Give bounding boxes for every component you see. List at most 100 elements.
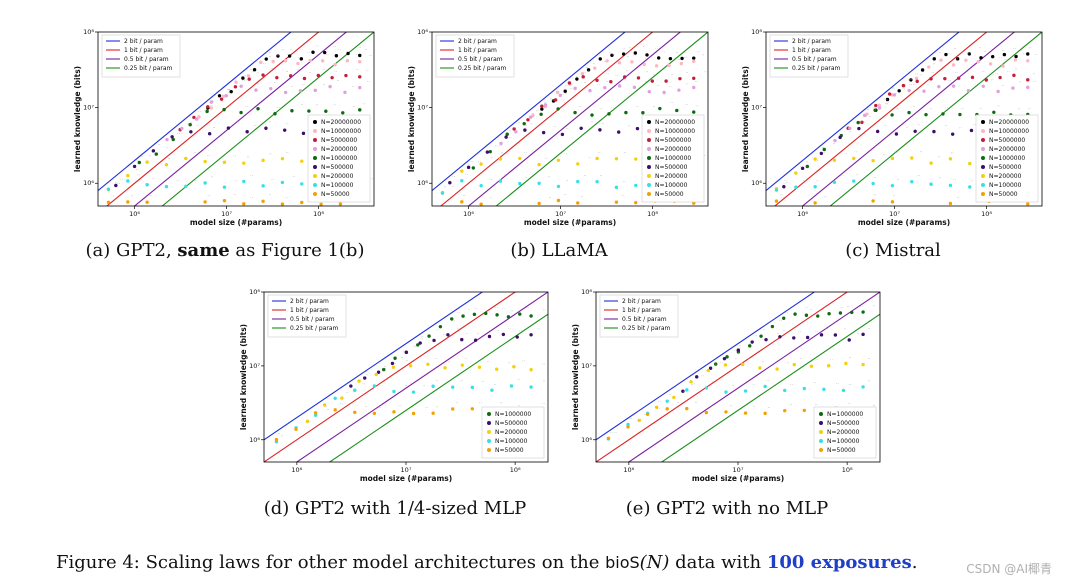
data-point	[714, 362, 718, 366]
data-point-label: ··	[536, 110, 539, 115]
data-point	[626, 425, 630, 429]
data-point	[460, 179, 464, 183]
data-point	[634, 157, 638, 161]
data-point-label: ··	[973, 123, 976, 128]
data-point	[950, 132, 955, 136]
data-point-label: ··	[712, 380, 715, 385]
data-point-label: ··	[158, 143, 161, 148]
data-point-label: ··	[787, 362, 790, 367]
data-point	[832, 180, 837, 184]
data-point	[209, 106, 213, 110]
legend-series-label: N=100000	[495, 438, 528, 445]
x-tick-label: 10⁷	[555, 210, 566, 218]
data-point-label: ··	[251, 71, 254, 76]
data-point-label: ··	[547, 176, 550, 181]
data-point-label: ··	[316, 45, 319, 50]
data-point	[861, 332, 865, 337]
data-point	[609, 80, 613, 84]
data-point	[794, 185, 798, 189]
data-point	[637, 418, 642, 423]
data-point-label: ··	[136, 168, 139, 173]
reference-line	[133, 32, 348, 206]
data-point	[245, 130, 249, 134]
reference-line	[161, 32, 374, 206]
data-point	[320, 59, 325, 63]
data-point	[313, 413, 318, 417]
data-point	[282, 128, 287, 132]
data-point-label: ··	[653, 74, 656, 79]
data-point-label: ··	[895, 151, 898, 156]
data-point	[106, 200, 111, 204]
data-point-label: ··	[695, 80, 698, 85]
data-point-label: ··	[670, 101, 673, 106]
data-point-label: ··	[783, 329, 786, 334]
data-point	[875, 129, 880, 134]
data-point-label: ··	[1028, 107, 1031, 112]
data-point	[501, 332, 506, 337]
data-point-label: ··	[873, 107, 876, 112]
data-point-label: ··	[913, 83, 916, 88]
data-point	[274, 437, 279, 442]
legend-line-label: 2 bit / param	[792, 38, 831, 45]
data-point-label: ··	[897, 107, 900, 112]
data-point-label: ··	[637, 419, 640, 424]
data-point	[302, 76, 307, 81]
data-point-label: ··	[140, 155, 143, 160]
data-point-label: ··	[968, 53, 971, 58]
data-point	[793, 312, 797, 316]
data-point-label: ··	[1023, 52, 1026, 57]
data-point	[914, 76, 919, 80]
data-point-label: ··	[281, 48, 284, 53]
data-point-label: ··	[369, 54, 372, 59]
figure-caption-highlight[interactable]: 100 exposures	[766, 552, 912, 573]
data-point	[222, 160, 227, 164]
legend-series-marker	[647, 120, 651, 124]
x-axis-label: model size (#params)	[858, 218, 950, 227]
data-point	[890, 156, 895, 161]
legend-line-label: 0.25 bit / param	[458, 65, 507, 72]
legend-series-label: N=1000000	[655, 155, 691, 162]
data-point-label: ··	[401, 356, 404, 361]
data-point	[679, 61, 684, 66]
data-point-label: ··	[316, 414, 319, 419]
data-point	[1026, 85, 1030, 90]
data-point-label: ··	[848, 130, 851, 135]
data-point	[229, 89, 233, 94]
y-tick-label: 10⁸	[581, 288, 592, 296]
axes-frame	[765, 31, 1043, 207]
data-point	[427, 334, 431, 338]
data-point-label: ··	[564, 193, 567, 198]
data-point	[203, 159, 207, 164]
data-point	[301, 131, 306, 136]
y-axis-label: learned knowledge (bits)	[407, 66, 416, 172]
data-point-label: ··	[929, 107, 932, 112]
legend-line-label: 1 bit / param	[458, 47, 497, 54]
data-point-label: ··	[629, 417, 632, 422]
data-point	[555, 90, 560, 95]
data-point-label: ··	[874, 176, 877, 181]
data-point-label: ··	[920, 150, 923, 155]
data-point-label: ··	[701, 374, 704, 379]
data-point-label: ··	[886, 98, 889, 103]
data-point-label: ··	[645, 57, 648, 62]
data-point-label: ··	[220, 100, 223, 105]
legend-series-marker	[647, 174, 651, 178]
data-point	[308, 58, 312, 63]
data-point	[300, 182, 304, 186]
data-point	[300, 200, 304, 205]
data-point	[509, 384, 514, 388]
data-point	[280, 202, 285, 206]
data-point	[222, 107, 226, 112]
data-point	[553, 98, 558, 102]
data-point-label: ··	[710, 405, 713, 410]
legend-series-marker	[981, 192, 985, 196]
figure-caption-paren: (N)	[639, 552, 670, 573]
data-point-label: ··	[213, 95, 216, 100]
legend-series-box	[975, 114, 1039, 203]
data-point-label: ··	[748, 357, 751, 362]
data-point	[261, 73, 265, 77]
data-point-label: ··	[477, 333, 480, 338]
data-point-label: ··	[359, 46, 362, 51]
data-point-label: ··	[509, 136, 512, 141]
legend-line-label: 2 bit / param	[622, 298, 661, 305]
